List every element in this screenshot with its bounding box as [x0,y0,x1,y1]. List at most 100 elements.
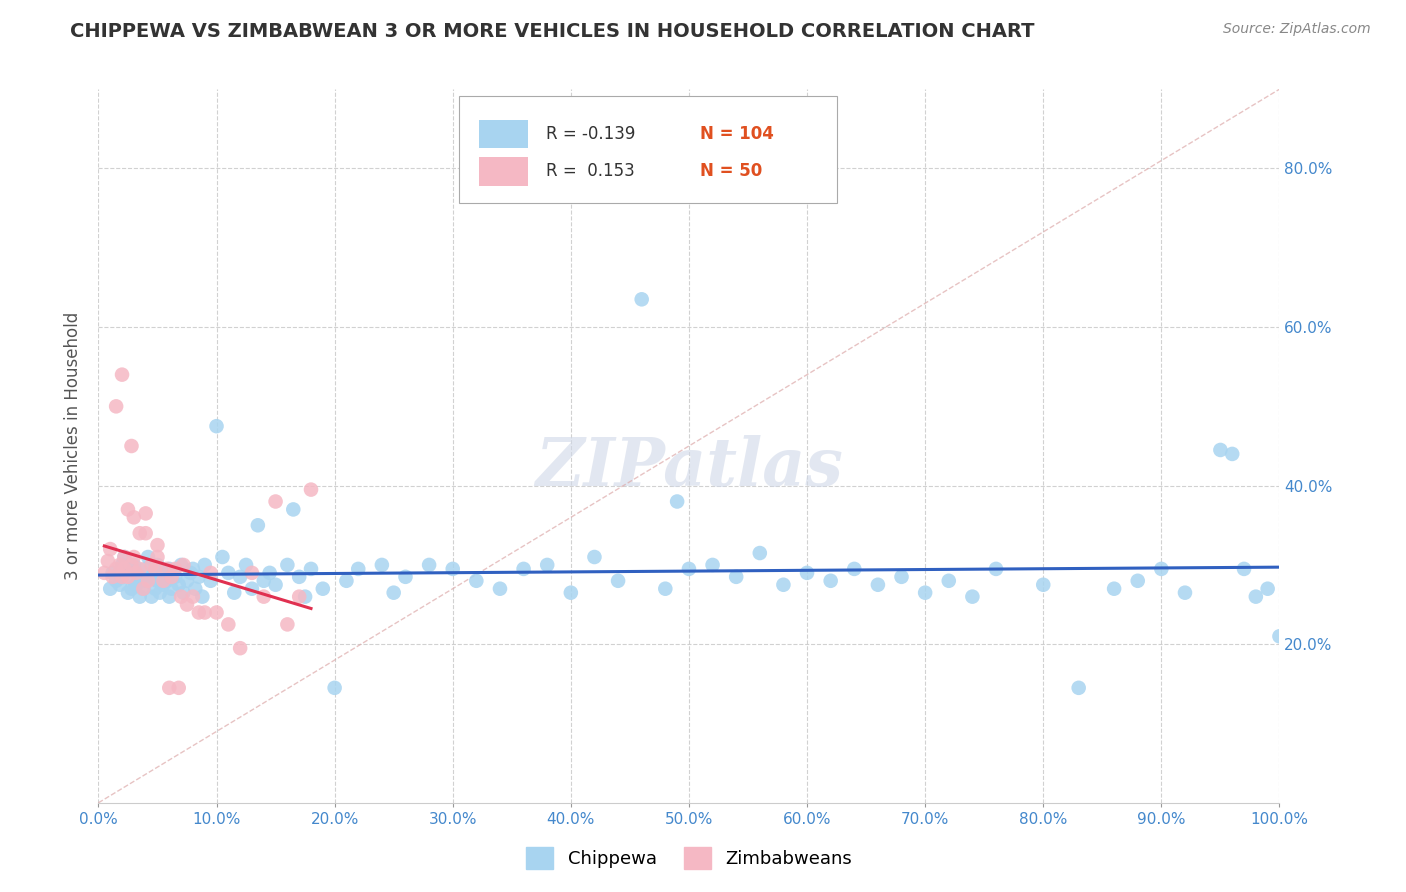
Point [136,549,159,564]
Point [335,574,357,588]
Point [253,574,276,588]
Point [820,574,842,588]
Point [194,606,217,620]
Point [441,562,464,576]
Point [108,558,131,572]
Point [246,518,269,533]
Point [122,574,145,588]
Point [240,582,263,596]
Point [1126,574,1149,588]
Point [146,538,169,552]
Point [117,570,139,584]
Point [101,566,124,580]
Point [217,566,239,580]
Point [1174,585,1197,599]
Text: N = 50: N = 50 [700,162,762,180]
Point [125,566,148,580]
Point [224,585,246,599]
Point [347,562,370,576]
Point [725,570,748,584]
Point [122,558,145,572]
Point [229,570,252,584]
Point [283,502,305,516]
Point [122,510,145,524]
Point [117,502,139,516]
Point [176,598,198,612]
Point [666,494,689,508]
Point [121,439,143,453]
Point [276,617,298,632]
Point [146,549,169,564]
Point [1067,681,1090,695]
Point [111,570,134,584]
Point [288,570,311,584]
Point [217,617,239,632]
Point [132,582,155,596]
Point [165,562,187,576]
Point [1209,442,1232,457]
Point [1220,447,1243,461]
Point [135,574,157,588]
Point [101,570,124,584]
Point [938,574,960,588]
Point [93,566,115,580]
Point [141,558,163,572]
Point [172,585,194,599]
Text: R =  0.153: R = 0.153 [546,162,634,180]
Point [167,681,190,695]
Point [418,558,440,572]
Point [560,585,582,599]
Point [112,562,135,576]
Point [157,681,180,695]
Y-axis label: 3 or more Vehicles in Household: 3 or more Vehicles in Household [65,312,83,580]
Point [160,582,183,596]
FancyBboxPatch shape [478,120,529,148]
Point [253,590,276,604]
FancyBboxPatch shape [458,96,837,203]
Point [465,574,488,588]
Point [176,574,198,588]
Point [172,558,194,572]
Point [105,562,128,576]
Point [235,558,257,572]
Point [1257,582,1279,596]
Point [111,558,134,572]
Point [288,590,311,604]
Point [125,578,148,592]
Point [229,641,252,656]
Point [128,570,150,584]
Point [294,590,316,604]
Point [264,494,287,508]
Point [205,606,228,620]
Point [111,368,134,382]
Point [1268,629,1291,643]
Point [156,562,179,576]
Point [654,582,676,596]
Point [702,558,724,572]
Point [128,590,150,604]
Point [146,574,169,588]
Point [152,574,174,588]
Point [97,554,120,568]
Point [121,582,143,596]
Point [187,606,209,620]
Text: Source: ZipAtlas.com: Source: ZipAtlas.com [1223,22,1371,37]
Point [205,419,228,434]
Point [141,570,163,584]
Point [108,578,131,592]
Point [1150,562,1173,576]
Point [194,558,217,572]
Point [1102,582,1125,596]
Point [583,549,606,564]
Point [156,574,179,588]
Point [136,574,159,588]
Point [512,562,534,576]
Point [117,562,139,576]
Point [630,293,652,307]
Text: ZIPatlas: ZIPatlas [536,435,842,500]
Point [240,566,263,580]
Point [962,590,984,604]
Point [678,562,700,576]
Point [98,582,121,596]
Point [122,549,145,564]
